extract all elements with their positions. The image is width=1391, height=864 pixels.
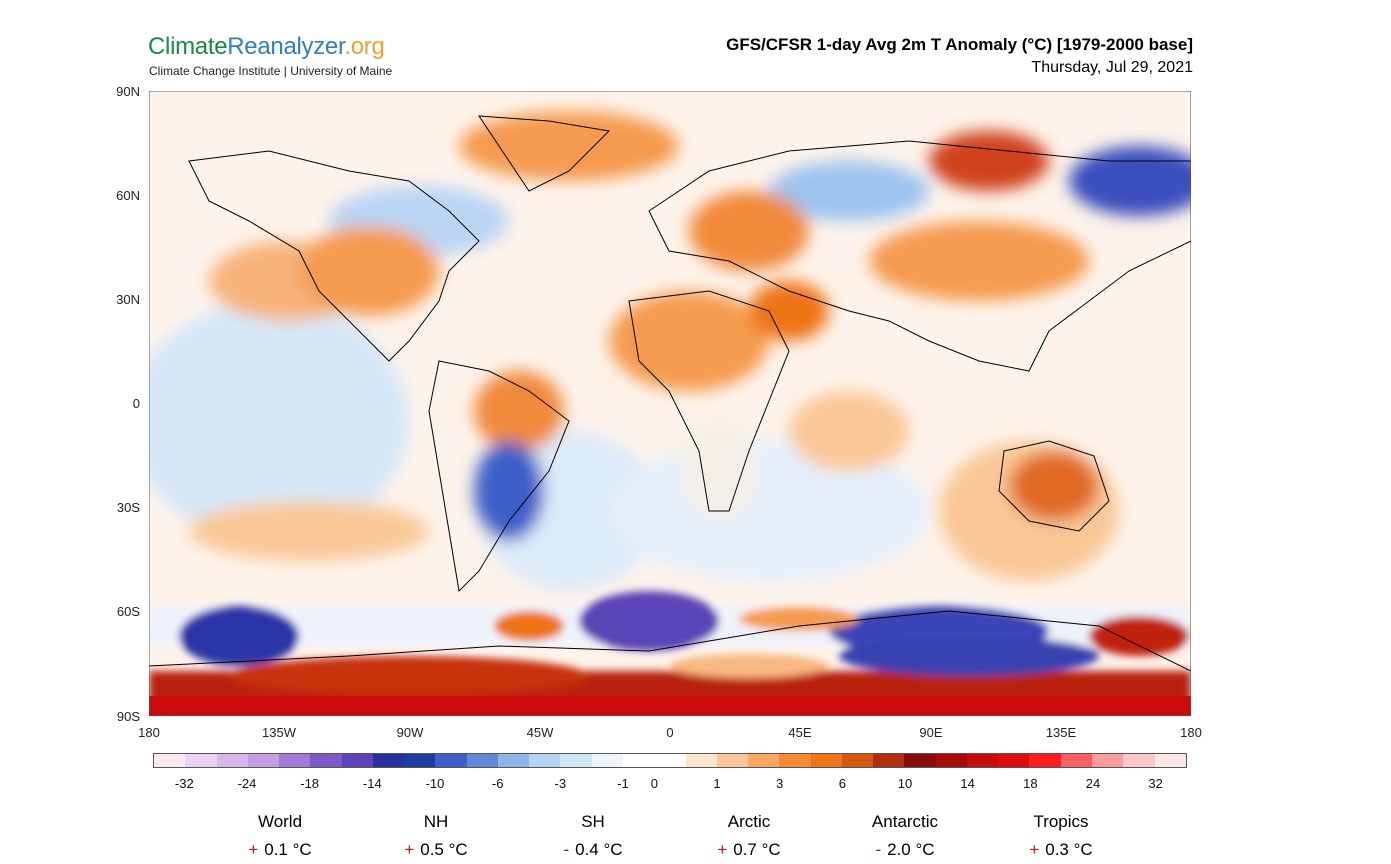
stat-name: Antarctic: [871, 812, 939, 831]
lat-label-90n: 90N: [116, 84, 140, 99]
stat-sign: -: [875, 840, 882, 859]
stat-sign: +: [717, 840, 728, 859]
stat-tropics: Tropics +0.3 °C: [1001, 812, 1121, 860]
colorbar-swatch: [779, 754, 811, 767]
colorbar-swatch: [841, 754, 874, 767]
colorbar-swatch: [904, 754, 936, 767]
colorbar-swatch: [185, 754, 217, 767]
colorbar-swatch: [748, 754, 780, 767]
colorbar-label: -6: [491, 776, 504, 791]
colorbar-swatch: [1123, 754, 1155, 767]
colorbar-swatch: [154, 754, 186, 767]
colorbar-swatch: [1060, 754, 1092, 767]
stat-sign: -: [563, 840, 570, 859]
colorbar-swatch: [591, 754, 623, 767]
lon-label-90e: 90E: [919, 725, 943, 740]
stat-value: 0.3 °C: [1045, 840, 1093, 859]
lat-label-30n: 30N: [116, 292, 140, 307]
stat-arctic: Arctic +0.7 °C: [689, 812, 809, 860]
lat-label-90s: 90S: [116, 709, 140, 724]
stat-value: 0.4 °C: [575, 840, 623, 859]
colorbar-label: -1: [617, 776, 629, 791]
lon-label-135w: 135W: [262, 725, 296, 740]
colorbar-swatch: [497, 754, 530, 767]
colorbar-label: 0: [650, 776, 658, 791]
lat-label-30s: 30S: [116, 500, 140, 515]
colorbar-label: 3: [776, 776, 784, 791]
colorbar-label: 32: [1148, 776, 1163, 791]
colorbar-label: -10: [425, 776, 445, 791]
brand-logo: ClimateReanalyzer.org: [148, 33, 385, 60]
colorbar-swatch: [341, 754, 373, 767]
map-title: GFS/CFSR 1-day Avg 2m T Anomaly (°C) [19…: [726, 35, 1193, 54]
stat-name: NH: [423, 812, 449, 831]
anomaly-map: [149, 91, 1191, 716]
colorbar-swatch: [560, 754, 592, 767]
colorbar: [153, 753, 1187, 768]
colorbar-label: -24: [237, 776, 257, 791]
colorbar-swatch: [279, 754, 311, 767]
colorbar-swatch: [622, 754, 655, 767]
stat-value: 0.1 °C: [264, 840, 312, 859]
stat-name: World: [257, 812, 303, 831]
stat-value: 0.5 °C: [420, 840, 468, 859]
colorbar-swatch: [998, 754, 1030, 767]
colorbar-swatch: [966, 754, 999, 767]
map-date: Thursday, Jul 29, 2021: [1031, 59, 1193, 76]
lon-label-45e: 45E: [788, 725, 812, 740]
colorbar-label: 24: [1085, 776, 1101, 791]
lon-label-90w: 90W: [396, 725, 424, 740]
colorbar-swatch: [810, 754, 842, 767]
colorbar-swatch: [1029, 754, 1061, 767]
stat-world: World +0.1 °C: [220, 812, 340, 860]
stat-value: 2.0 °C: [887, 840, 935, 859]
colorbar-swatch: [873, 754, 905, 767]
colorbar-swatch: [529, 754, 561, 767]
lon-label-180w: 180: [138, 725, 160, 740]
stat-sign: +: [404, 840, 415, 859]
colorbar-swatch: [216, 754, 248, 767]
stat-name: Tropics: [1033, 812, 1089, 831]
lon-label-180e: 180: [1180, 725, 1202, 740]
colorbar-label: 14: [960, 776, 975, 791]
colorbar-label: -32: [174, 776, 194, 791]
colorbar-swatch: [1091, 754, 1124, 767]
colorbar-swatch: [247, 754, 280, 767]
lon-label-45w: 45W: [526, 725, 554, 740]
colorbar-swatch: [372, 754, 405, 767]
stat-sign: +: [248, 840, 259, 859]
colorbar-swatch: [310, 754, 342, 767]
lon-label-0: 0: [666, 725, 674, 740]
colorbar-swatch: [716, 754, 749, 767]
colorbar-label: 6: [838, 776, 846, 791]
colorbar-label: 18: [1023, 776, 1038, 791]
colorbar-label: 10: [897, 776, 913, 791]
lat-label-60n: 60N: [116, 188, 140, 203]
colorbar-swatch: [685, 754, 717, 767]
colorbar-swatch: [654, 754, 686, 767]
lon-label-135e: 135E: [1045, 725, 1077, 740]
stat-name: Arctic: [727, 812, 771, 831]
colorbar-swatch: [404, 754, 436, 767]
stat-antarctic: Antarctic -2.0 °C: [845, 812, 965, 860]
colorbar-label: -14: [362, 776, 382, 791]
stat-name: SH: [581, 812, 605, 831]
colorbar-label: -18: [300, 776, 320, 791]
colorbar-swatch: [435, 754, 467, 767]
colorbar-label: -3: [554, 776, 567, 791]
colorbar-swatch: [1154, 754, 1186, 767]
stat-nh: NH +0.5 °C: [376, 812, 496, 860]
colorbar-swatch: [466, 754, 498, 767]
stat-value: 0.7 °C: [733, 840, 781, 859]
colorbar-swatch: [935, 754, 967, 767]
stat-sh: SH -0.4 °C: [533, 812, 653, 860]
brand-subtitle: Climate Change Institute | University of…: [149, 64, 393, 78]
colorbar-label: 1: [713, 776, 721, 791]
stat-sign: +: [1029, 840, 1040, 859]
lat-label-60s: 60S: [116, 604, 140, 619]
lat-label-0: 0: [132, 396, 140, 411]
